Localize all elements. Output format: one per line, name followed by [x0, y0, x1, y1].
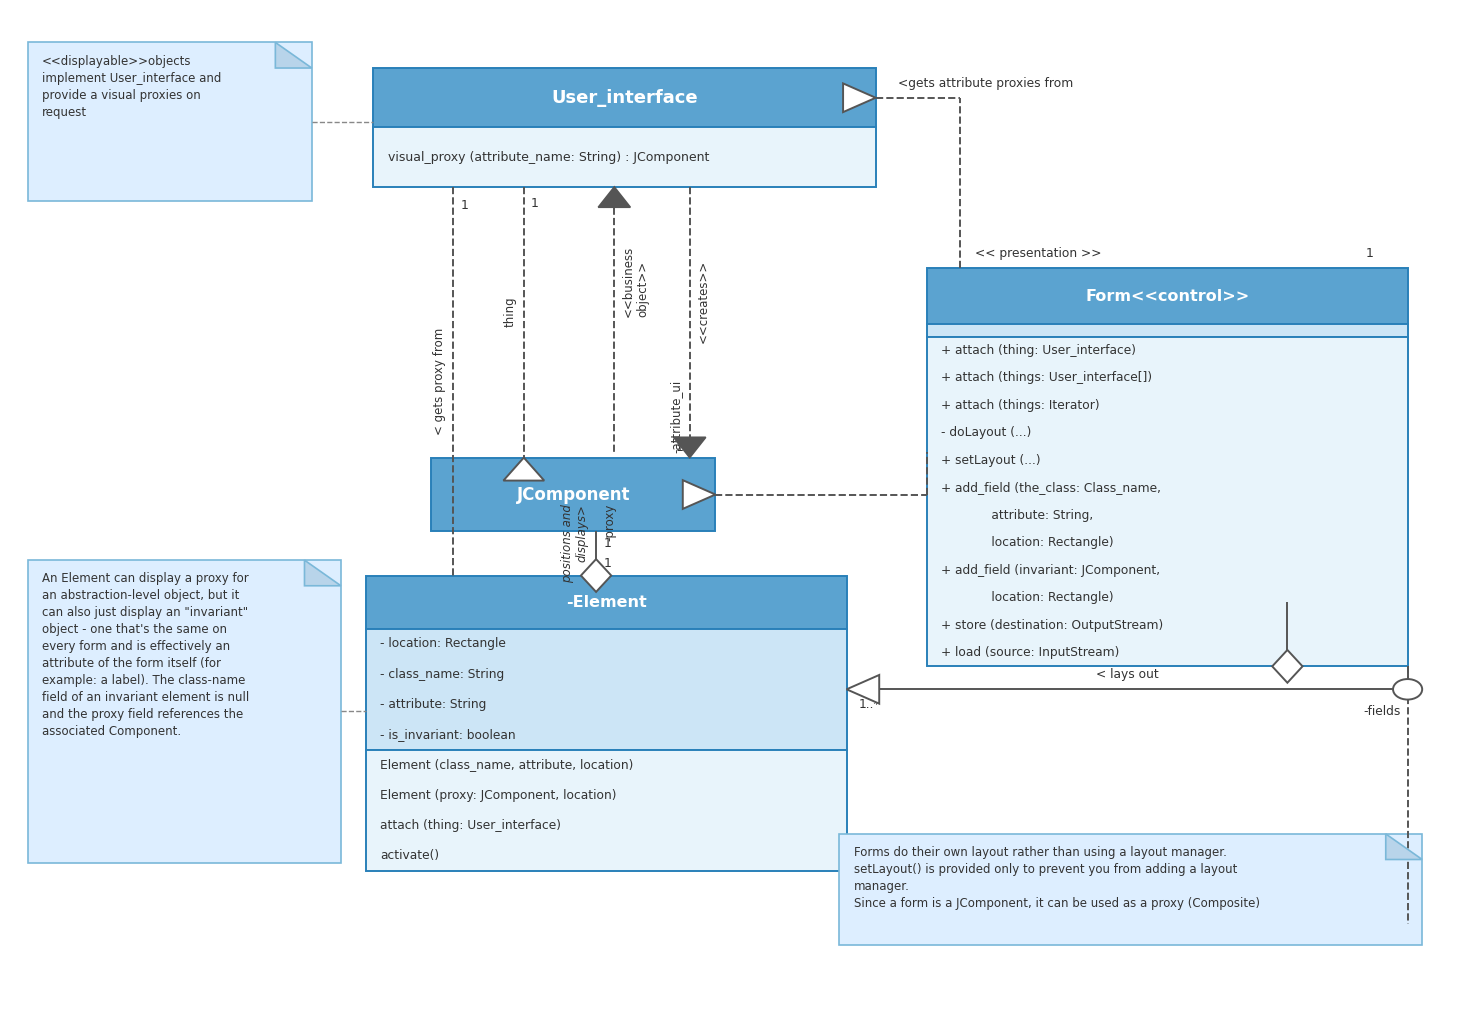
Text: - class_name: String: - class_name: String [380, 668, 505, 681]
Text: attach (thing: User_interface): attach (thing: User_interface) [380, 819, 561, 832]
Bar [372, 68, 876, 127]
Text: attribute: String,: attribute: String, [942, 509, 1094, 522]
Polygon shape [1272, 650, 1302, 683]
Text: 1: 1 [603, 557, 612, 571]
Text: + attach (things: Iterator): + attach (things: Iterator) [942, 399, 1099, 412]
Polygon shape [842, 83, 876, 112]
Text: 1: 1 [1365, 247, 1372, 260]
Polygon shape [581, 559, 612, 592]
Polygon shape [673, 437, 705, 457]
Bar [431, 457, 715, 531]
Polygon shape [847, 675, 879, 704]
Text: An Element can display a proxy for
an abstraction-level object, but it
can also : An Element can display a proxy for an ab… [42, 573, 250, 738]
Bar [365, 629, 847, 749]
Text: + add_field (invariant: JComponent,: + add_field (invariant: JComponent, [942, 563, 1161, 577]
Circle shape [1393, 680, 1422, 700]
Text: positions and
displays>: positions and displays> [561, 504, 588, 583]
Bar [365, 749, 847, 871]
Text: Element (class_name, attribute, location): Element (class_name, attribute, location… [380, 759, 634, 771]
Text: < gets proxy from: < gets proxy from [434, 328, 447, 435]
Polygon shape [276, 42, 312, 68]
Bar [927, 324, 1407, 336]
Text: 1: 1 [461, 199, 469, 212]
Text: 1: 1 [603, 537, 612, 550]
Text: + attach (thing: User_interface): + attach (thing: User_interface) [942, 344, 1136, 357]
Bar [372, 127, 876, 187]
Bar [839, 834, 1422, 945]
Polygon shape [599, 187, 631, 208]
Polygon shape [504, 457, 545, 480]
Text: thing: thing [504, 297, 517, 327]
Text: - doLayout (...): - doLayout (...) [942, 427, 1032, 439]
Text: activate(): activate() [380, 849, 439, 862]
Text: << presentation >>: << presentation >> [975, 247, 1101, 260]
Bar [365, 576, 847, 629]
Text: + setLayout (...): + setLayout (...) [942, 453, 1041, 467]
Text: + store (destination: OutputStream): + store (destination: OutputStream) [942, 619, 1164, 631]
Polygon shape [305, 560, 342, 586]
Polygon shape [1386, 834, 1422, 859]
Text: + attach (things: User_interface[]): + attach (things: User_interface[]) [942, 371, 1152, 384]
Text: Element (proxy: JComponent, location): Element (proxy: JComponent, location) [380, 788, 616, 802]
Text: <<creates>>: <<creates>> [696, 260, 710, 343]
Text: -proxy: -proxy [603, 504, 616, 542]
Bar [927, 336, 1407, 666]
Text: Form<<control>>: Form<<control>> [1085, 289, 1250, 303]
Text: -fields: -fields [1364, 704, 1400, 718]
Text: location: Rectangle): location: Rectangle) [942, 537, 1114, 549]
Text: - attribute: String: - attribute: String [380, 698, 486, 711]
Text: + add_field (the_class: Class_name,: + add_field (the_class: Class_name, [942, 481, 1161, 494]
Bar [28, 42, 312, 201]
Text: 1..*: 1..* [858, 698, 880, 710]
Text: - is_invariant: boolean: - is_invariant: boolean [380, 728, 515, 741]
Bar [28, 560, 342, 862]
Text: < lays out: < lays out [1095, 668, 1158, 682]
Text: User_interface: User_interface [550, 88, 698, 107]
Text: location: Rectangle): location: Rectangle) [942, 591, 1114, 604]
Text: <gets attribute proxies from: <gets attribute proxies from [898, 76, 1073, 89]
Text: -attribute_ui: -attribute_ui [670, 380, 682, 453]
Text: 1: 1 [531, 197, 539, 210]
Text: + load (source: InputStream): + load (source: InputStream) [942, 647, 1120, 659]
Text: <<business
object>>: <<business object>> [622, 246, 650, 317]
Text: visual_proxy (attribute_name: String) : JComponent: visual_proxy (attribute_name: String) : … [387, 151, 710, 163]
Text: -Element: -Element [566, 594, 647, 610]
Bar [927, 268, 1407, 324]
Polygon shape [683, 480, 715, 509]
Text: - location: Rectangle: - location: Rectangle [380, 637, 507, 651]
Text: JComponent: JComponent [517, 485, 631, 504]
Text: <<displayable>>objects
implement User_interface and
provide a visual proxies on
: <<displayable>>objects implement User_in… [42, 54, 222, 118]
Text: 1: 1 [676, 441, 683, 453]
Text: Forms do their own layout rather than using a layout manager.
setLayout() is pro: Forms do their own layout rather than us… [854, 846, 1260, 910]
